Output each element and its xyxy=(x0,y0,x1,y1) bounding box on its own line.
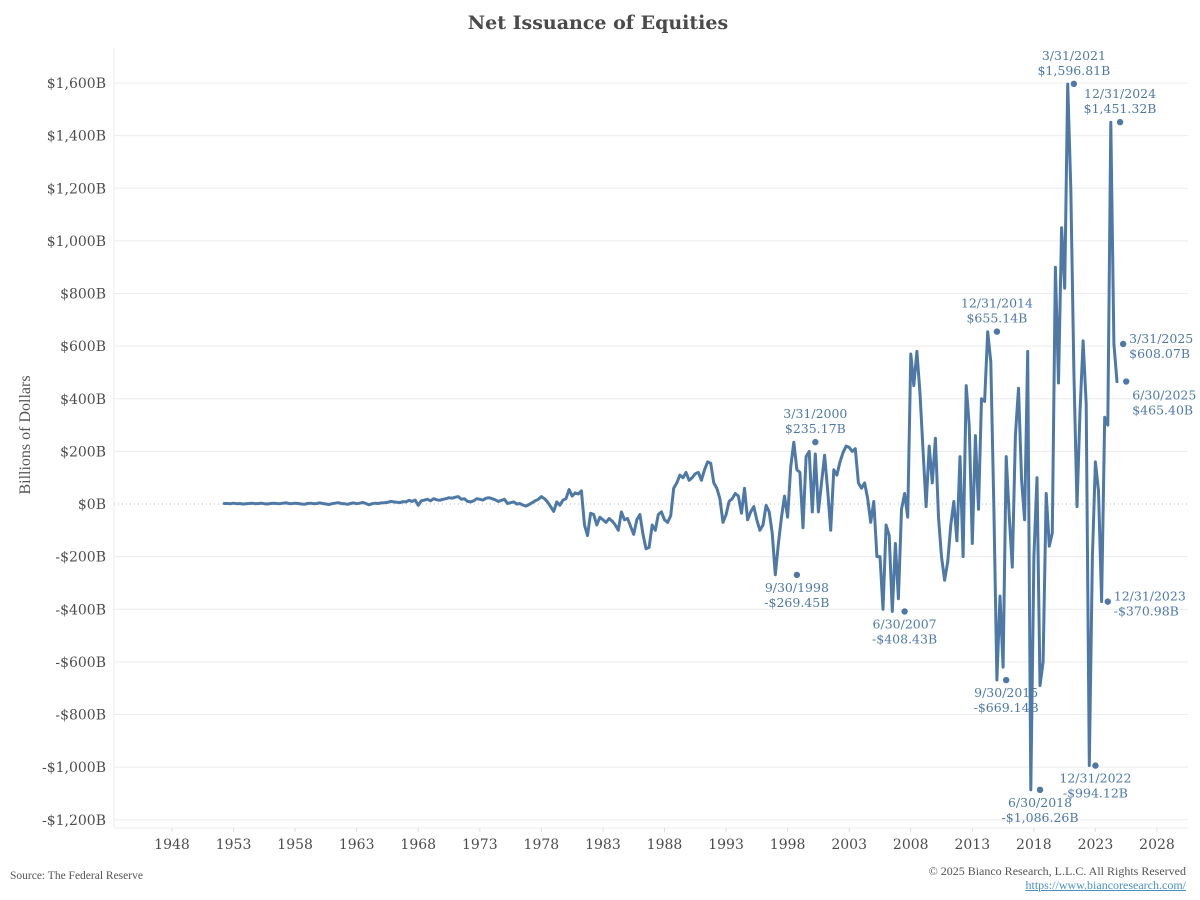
y-tick-label: $0B xyxy=(78,497,106,513)
annotation-date: 12/31/2024 xyxy=(1084,86,1156,101)
source-note: Source: The Federal Reserve xyxy=(10,870,143,882)
y-tick-label: $600B xyxy=(60,339,106,355)
x-tick-label: 1998 xyxy=(770,837,806,853)
x-tick-label: 1983 xyxy=(585,837,621,853)
grid-lines xyxy=(113,48,1188,829)
annotation-date: 6/30/2018 xyxy=(1008,795,1072,810)
x-tick-label: 1948 xyxy=(154,837,190,853)
annotation-marker xyxy=(1002,676,1010,684)
annotation-value: $465.40B xyxy=(1132,403,1193,418)
y-tick-label: $1,200B xyxy=(47,181,106,197)
x-tick-label: 2008 xyxy=(893,837,929,853)
annotation-date: 12/31/2022 xyxy=(1059,771,1131,786)
y-tick-label: -$600B xyxy=(55,655,106,671)
y-axis: $1,600B $1,400B $1,200B $1,000B $800B $600B $4… xyxy=(42,76,106,829)
x-tick-label: 2013 xyxy=(954,837,990,853)
series-line xyxy=(222,82,1119,792)
annotation-value: $1,451.32B xyxy=(1084,101,1157,116)
annotation-value: -$1,086.26B xyxy=(1002,810,1079,825)
x-tick-label: 2023 xyxy=(1078,837,1114,853)
annotation-date: 6/30/2007 xyxy=(873,616,937,631)
series-layer xyxy=(222,82,1119,792)
y-tick-label: $1,400B xyxy=(47,129,106,145)
x-tick-label: 1968 xyxy=(400,837,436,853)
y-axis-label: Billions of Dollars xyxy=(17,375,34,494)
x-tick-label: 2018 xyxy=(1016,837,1052,853)
x-tick-label: 1978 xyxy=(524,837,560,853)
annotation-value: -$994.12B xyxy=(1063,786,1128,801)
annotation-marker xyxy=(1123,378,1130,385)
y-tick-label: -$200B xyxy=(55,550,106,566)
x-tick-label: 1953 xyxy=(216,837,252,853)
x-tick-label: 2028 xyxy=(1139,837,1175,853)
annotation-marker xyxy=(1119,340,1127,348)
x-tick-label: 1958 xyxy=(277,837,313,853)
annotations-layer: 3/31/2000$235.17B 9/30/1998-$269.45B 6/30/… xyxy=(764,48,1196,825)
annotation-value: $235.17B xyxy=(785,421,846,436)
annotation-marker xyxy=(793,571,801,579)
annotation-value: -$370.98B xyxy=(1114,604,1179,619)
annotation-value: $608.07B xyxy=(1129,346,1190,361)
y-tick-label: $1,600B xyxy=(47,76,106,92)
y-tick-label: -$1,000B xyxy=(42,760,106,776)
y-tick-label: -$400B xyxy=(55,602,106,618)
x-tick-label: 2003 xyxy=(831,837,867,853)
y-tick-label: $400B xyxy=(60,392,106,408)
annotation-marker xyxy=(993,328,1001,335)
copyright-note: © 2025 Bianco Research, L.L.C. All Right… xyxy=(928,864,1186,878)
y-tick-label: $800B xyxy=(60,287,106,303)
annotation-date: 3/31/2025 xyxy=(1129,331,1193,346)
x-axis: 1948 1953 1958 1963 1968 1973 1978 1983 1988 1993… xyxy=(154,828,1175,853)
annotation-marker xyxy=(1092,762,1099,769)
annotation-value: $1,596.81B xyxy=(1037,63,1110,78)
annotation-date: 12/31/2023 xyxy=(1114,589,1186,604)
annotation-value: $655.14B xyxy=(966,311,1027,326)
annotation-date: 3/31/2021 xyxy=(1042,48,1106,63)
annotation-marker xyxy=(812,438,819,446)
annotation-marker xyxy=(1104,598,1111,605)
annotation-marker xyxy=(1036,786,1044,794)
y-tick-label: $200B xyxy=(60,444,106,460)
annotation-date: 9/30/2015 xyxy=(974,685,1038,700)
annotation-date: 3/31/2000 xyxy=(783,406,847,421)
annotation-value: -$269.45B xyxy=(764,595,829,610)
y-tick-label: -$1,200B xyxy=(42,813,106,829)
annotation-marker xyxy=(1070,80,1078,88)
annotation-marker xyxy=(1116,118,1124,126)
annotation-date: 9/30/1998 xyxy=(765,580,829,595)
x-tick-label: 1963 xyxy=(339,837,375,853)
y-tick-label: -$800B xyxy=(55,708,106,724)
x-tick-label: 1993 xyxy=(708,837,744,853)
x-tick-label: 1973 xyxy=(462,837,498,853)
chart-title: Net Issuance of Equities xyxy=(467,12,729,34)
annotation-value: -$408.43B xyxy=(872,631,937,646)
y-tick-label: $1,000B xyxy=(47,234,106,250)
annotation-marker xyxy=(901,608,908,615)
annotation-date: 12/31/2014 xyxy=(961,296,1033,311)
x-tick-label: 1988 xyxy=(647,837,683,853)
annotation-value: -$669.14B xyxy=(974,700,1039,715)
website-link[interactable]: https://www.biancoresearch.com/ xyxy=(1025,878,1186,892)
annotation-date: 6/30/2025 xyxy=(1132,388,1196,403)
